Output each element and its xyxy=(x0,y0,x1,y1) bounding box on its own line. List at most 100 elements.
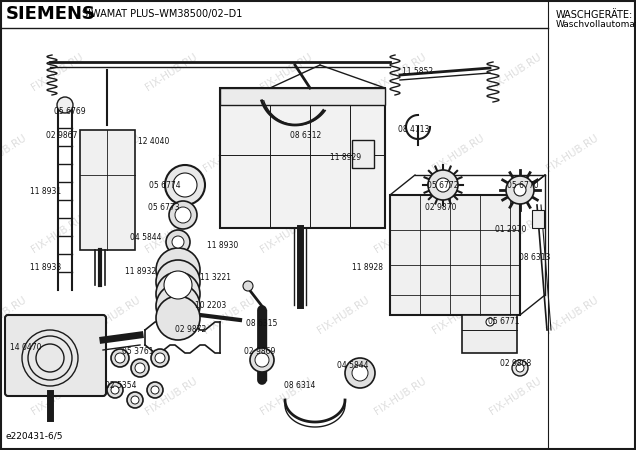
Text: FIX-HUB.RU: FIX-HUB.RU xyxy=(258,52,314,92)
Text: 11 8929: 11 8929 xyxy=(330,153,361,162)
Circle shape xyxy=(127,392,143,408)
Text: 11 8928: 11 8928 xyxy=(352,264,383,273)
Text: 05 6771: 05 6771 xyxy=(488,318,520,327)
Polygon shape xyxy=(220,88,385,105)
Circle shape xyxy=(131,396,139,404)
Text: FIX-HUB.RU: FIX-HUB.RU xyxy=(487,52,543,92)
Circle shape xyxy=(166,230,190,254)
FancyBboxPatch shape xyxy=(220,88,385,228)
Text: 05 3761: 05 3761 xyxy=(122,347,153,356)
Circle shape xyxy=(156,296,200,340)
Text: FIX-HUB.RU: FIX-HUB.RU xyxy=(258,214,314,254)
Text: FIX-HUB.RU: FIX-HUB.RU xyxy=(315,133,371,173)
Text: 08 6312: 08 6312 xyxy=(290,130,321,140)
Circle shape xyxy=(345,358,375,388)
FancyBboxPatch shape xyxy=(390,195,520,315)
Circle shape xyxy=(155,353,165,363)
Text: SIEMENS: SIEMENS xyxy=(6,5,96,23)
Text: FIX-HUB.RU: FIX-HUB.RU xyxy=(430,133,486,173)
Circle shape xyxy=(175,207,191,223)
Circle shape xyxy=(156,284,200,328)
Circle shape xyxy=(243,281,253,291)
Text: FIX-HUB.RU: FIX-HUB.RU xyxy=(544,295,600,335)
Text: 02 9870: 02 9870 xyxy=(425,203,457,212)
Text: FIX-HUB.RU: FIX-HUB.RU xyxy=(373,52,429,92)
Circle shape xyxy=(486,318,494,326)
FancyBboxPatch shape xyxy=(462,315,517,353)
Text: 05 6770: 05 6770 xyxy=(507,180,539,189)
Text: 08 6314: 08 6314 xyxy=(284,381,315,390)
Text: 11 5852: 11 5852 xyxy=(402,68,433,76)
Text: 02 9867: 02 9867 xyxy=(46,130,78,140)
Text: FIX-HUB.RU: FIX-HUB.RU xyxy=(29,376,85,416)
Text: Waschvollautomaten: Waschvollautomaten xyxy=(556,20,636,29)
Text: 04 5844: 04 5844 xyxy=(337,360,368,369)
Text: FIX-HUB.RU: FIX-HUB.RU xyxy=(373,376,429,416)
Text: 11 8930: 11 8930 xyxy=(207,240,238,249)
Circle shape xyxy=(506,176,534,204)
Circle shape xyxy=(156,248,200,292)
FancyBboxPatch shape xyxy=(352,140,374,168)
Text: FIX-HUB.RU: FIX-HUB.RU xyxy=(373,214,429,254)
Text: 02 9869: 02 9869 xyxy=(244,347,275,356)
Circle shape xyxy=(156,272,200,316)
Text: 02 9872: 02 9872 xyxy=(175,325,206,334)
Circle shape xyxy=(250,348,274,372)
Text: 08 4713: 08 4713 xyxy=(398,126,429,135)
Text: FIX-HUB.RU: FIX-HUB.RU xyxy=(487,214,543,254)
Circle shape xyxy=(57,97,73,113)
Text: FIX-HUB.RU: FIX-HUB.RU xyxy=(29,52,85,92)
Circle shape xyxy=(512,360,528,376)
Text: FIX-HUB.RU: FIX-HUB.RU xyxy=(201,295,257,335)
Text: 12 4040: 12 4040 xyxy=(138,138,169,147)
Text: 05 6773: 05 6773 xyxy=(148,203,179,212)
Text: 02 5354: 02 5354 xyxy=(105,381,137,390)
Circle shape xyxy=(115,353,125,363)
Circle shape xyxy=(436,178,450,192)
Text: FIX-HUB.RU: FIX-HUB.RU xyxy=(144,214,200,254)
Text: FIX-HUB.RU: FIX-HUB.RU xyxy=(86,133,142,173)
Text: FIX-HUB.RU: FIX-HUB.RU xyxy=(0,295,28,335)
Text: 14 0470: 14 0470 xyxy=(10,343,41,352)
Text: 10 2203: 10 2203 xyxy=(195,301,226,310)
Text: SIWAMAT PLUS–WM38500/02–D1: SIWAMAT PLUS–WM38500/02–D1 xyxy=(82,9,242,19)
Text: FIX-HUB.RU: FIX-HUB.RU xyxy=(29,214,85,254)
Text: WASCHGERÄTE:: WASCHGERÄTE: xyxy=(556,10,633,20)
Text: 11 8933: 11 8933 xyxy=(30,264,61,273)
Circle shape xyxy=(255,353,269,367)
Text: 08 6315: 08 6315 xyxy=(246,319,277,328)
Circle shape xyxy=(352,365,368,381)
Circle shape xyxy=(131,359,149,377)
Circle shape xyxy=(147,382,163,398)
Circle shape xyxy=(135,363,145,373)
Text: FIX-HUB.RU: FIX-HUB.RU xyxy=(430,295,486,335)
Text: FIX-HUB.RU: FIX-HUB.RU xyxy=(258,376,314,416)
Circle shape xyxy=(151,349,169,367)
Text: 04 5844: 04 5844 xyxy=(130,233,162,242)
FancyBboxPatch shape xyxy=(80,130,135,250)
Circle shape xyxy=(107,382,123,398)
Circle shape xyxy=(164,271,192,299)
Text: FIX-HUB.RU: FIX-HUB.RU xyxy=(86,295,142,335)
Circle shape xyxy=(151,386,159,394)
Circle shape xyxy=(516,364,524,372)
Circle shape xyxy=(428,170,458,200)
Text: e220431-6/5: e220431-6/5 xyxy=(6,432,64,441)
Text: FIX-HUB.RU: FIX-HUB.RU xyxy=(544,133,600,173)
Text: FIX-HUB.RU: FIX-HUB.RU xyxy=(144,376,200,416)
Text: 05 6772: 05 6772 xyxy=(427,180,459,189)
Text: 11 8932: 11 8932 xyxy=(125,267,156,276)
Text: 08 6313: 08 6313 xyxy=(519,253,550,262)
Circle shape xyxy=(169,201,197,229)
Circle shape xyxy=(165,165,205,205)
FancyBboxPatch shape xyxy=(5,315,106,396)
Text: 02 9868: 02 9868 xyxy=(500,359,531,368)
Text: 01 2970: 01 2970 xyxy=(495,225,527,234)
Text: FIX-HUB.RU: FIX-HUB.RU xyxy=(487,376,543,416)
Circle shape xyxy=(111,349,129,367)
Circle shape xyxy=(111,386,119,394)
Circle shape xyxy=(514,184,526,196)
FancyBboxPatch shape xyxy=(532,210,544,228)
Text: FIX-HUB.RU: FIX-HUB.RU xyxy=(0,133,28,173)
Circle shape xyxy=(156,260,200,304)
